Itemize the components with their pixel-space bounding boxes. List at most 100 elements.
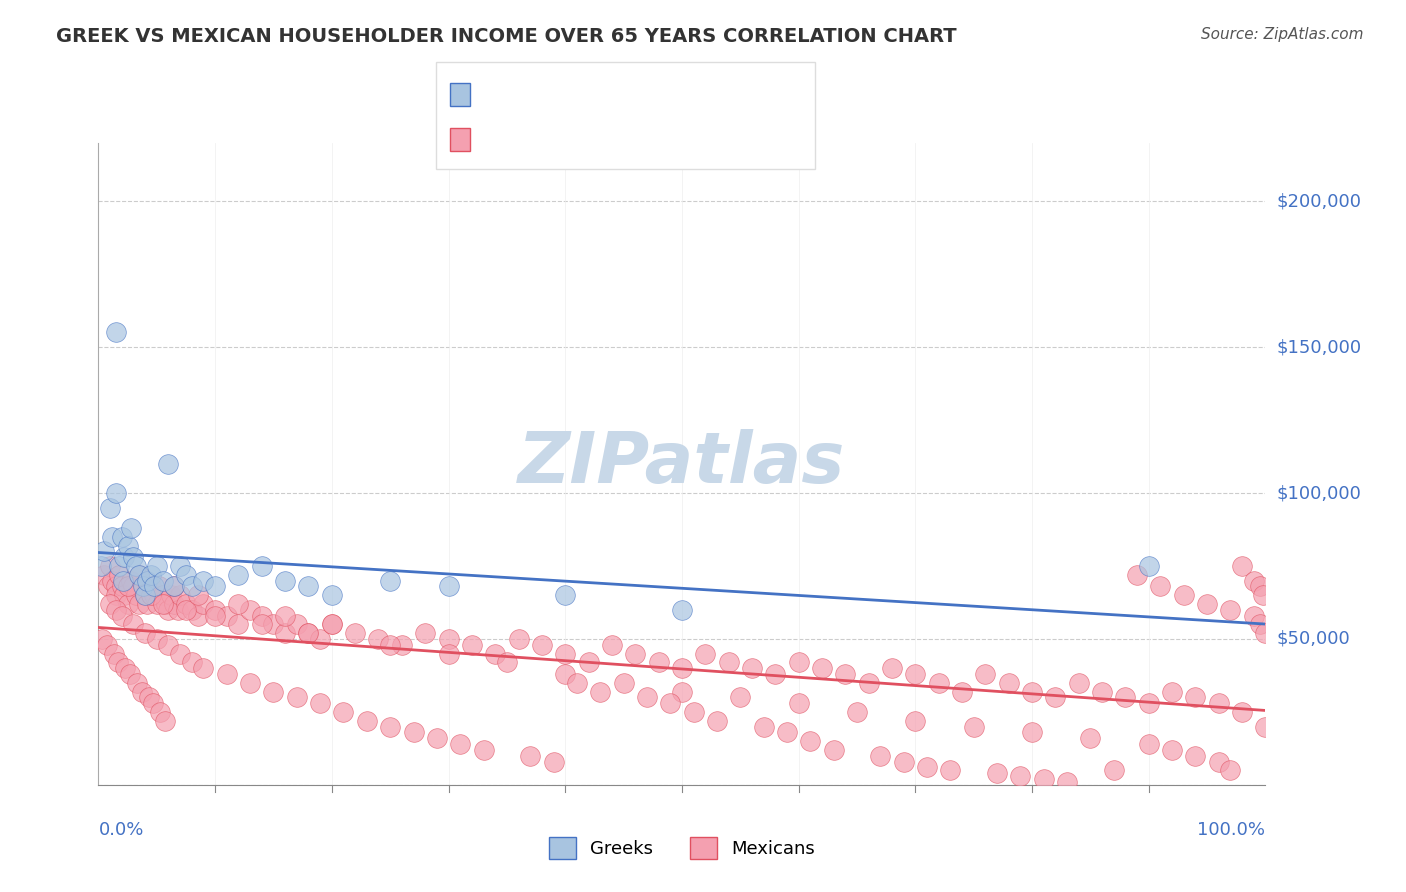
Point bbox=[1195, 597, 1218, 611]
Point bbox=[1173, 588, 1195, 602]
Point bbox=[163, 579, 186, 593]
Point bbox=[1021, 684, 1043, 698]
Point bbox=[1149, 579, 1171, 593]
Point bbox=[915, 760, 938, 774]
Point bbox=[193, 574, 215, 588]
Point bbox=[228, 617, 250, 632]
Point bbox=[96, 638, 118, 652]
Point bbox=[159, 588, 181, 602]
Point bbox=[111, 579, 134, 593]
Point bbox=[776, 725, 799, 739]
Point bbox=[152, 597, 174, 611]
Point bbox=[600, 638, 623, 652]
Point bbox=[565, 675, 588, 690]
Point bbox=[426, 731, 449, 746]
Point bbox=[125, 588, 148, 602]
Point bbox=[228, 567, 250, 582]
Point bbox=[845, 705, 868, 719]
Point bbox=[484, 647, 506, 661]
Text: -0.858: -0.858 bbox=[517, 129, 582, 147]
Point bbox=[108, 567, 131, 582]
Point bbox=[1208, 696, 1230, 710]
Point bbox=[543, 755, 565, 769]
Point bbox=[169, 559, 191, 574]
Point bbox=[120, 521, 142, 535]
Point bbox=[134, 588, 156, 602]
Point bbox=[215, 667, 238, 681]
Point bbox=[117, 579, 139, 593]
Point bbox=[152, 574, 174, 588]
Point bbox=[111, 608, 134, 623]
Point bbox=[823, 743, 845, 757]
Point bbox=[117, 597, 139, 611]
Point bbox=[811, 661, 834, 675]
Point bbox=[139, 579, 162, 593]
Point bbox=[378, 638, 402, 652]
Point bbox=[101, 530, 124, 544]
Point bbox=[274, 626, 297, 640]
Point bbox=[986, 766, 1008, 780]
Point bbox=[146, 632, 169, 646]
Point bbox=[1137, 559, 1160, 574]
Y-axis label: Householder Income Over 65 years: Householder Income Over 65 years bbox=[0, 328, 7, 599]
Point bbox=[893, 755, 915, 769]
Point bbox=[554, 588, 576, 602]
Point bbox=[647, 656, 669, 670]
Point bbox=[180, 603, 202, 617]
Point bbox=[763, 667, 786, 681]
Text: $200,000: $200,000 bbox=[1277, 192, 1361, 211]
Point bbox=[378, 574, 402, 588]
Point bbox=[134, 626, 156, 640]
Point bbox=[166, 603, 188, 617]
Point bbox=[356, 714, 378, 728]
Point bbox=[437, 647, 460, 661]
Point bbox=[495, 656, 517, 670]
Point bbox=[174, 597, 197, 611]
Point bbox=[204, 579, 226, 593]
Point bbox=[309, 632, 332, 646]
Point bbox=[101, 574, 124, 588]
Point bbox=[682, 705, 704, 719]
Point bbox=[1243, 608, 1265, 623]
Text: R =: R = bbox=[468, 85, 508, 103]
Point bbox=[104, 579, 127, 593]
Point bbox=[103, 647, 125, 661]
Point bbox=[98, 559, 121, 574]
Text: ZIPatlas: ZIPatlas bbox=[519, 429, 845, 499]
Point bbox=[128, 597, 150, 611]
Point bbox=[1219, 764, 1241, 778]
Point bbox=[98, 597, 121, 611]
Text: $150,000: $150,000 bbox=[1277, 338, 1361, 356]
Text: 200: 200 bbox=[658, 129, 696, 147]
Point bbox=[741, 661, 763, 675]
Text: 39: 39 bbox=[658, 85, 683, 103]
Text: $100,000: $100,000 bbox=[1277, 484, 1361, 502]
Point bbox=[149, 705, 172, 719]
Point bbox=[869, 748, 891, 763]
Point bbox=[449, 737, 471, 751]
Point bbox=[120, 574, 142, 588]
Point bbox=[1032, 772, 1054, 786]
Point bbox=[858, 675, 880, 690]
Point bbox=[163, 597, 186, 611]
Point bbox=[136, 597, 159, 611]
Point bbox=[554, 667, 576, 681]
Text: Source: ZipAtlas.com: Source: ZipAtlas.com bbox=[1201, 27, 1364, 42]
Point bbox=[193, 661, 215, 675]
Point bbox=[321, 588, 343, 602]
Point bbox=[239, 603, 262, 617]
Point bbox=[157, 638, 180, 652]
Point bbox=[114, 661, 136, 675]
Point bbox=[928, 675, 950, 690]
Point bbox=[799, 734, 821, 748]
Point bbox=[152, 588, 174, 602]
Point bbox=[104, 588, 127, 602]
Text: -0.126: -0.126 bbox=[517, 85, 582, 103]
Point bbox=[250, 617, 273, 632]
Point bbox=[1056, 775, 1078, 789]
Point bbox=[193, 597, 215, 611]
Point bbox=[215, 608, 238, 623]
Point bbox=[112, 550, 135, 565]
Point bbox=[118, 667, 141, 681]
Point bbox=[437, 579, 460, 593]
